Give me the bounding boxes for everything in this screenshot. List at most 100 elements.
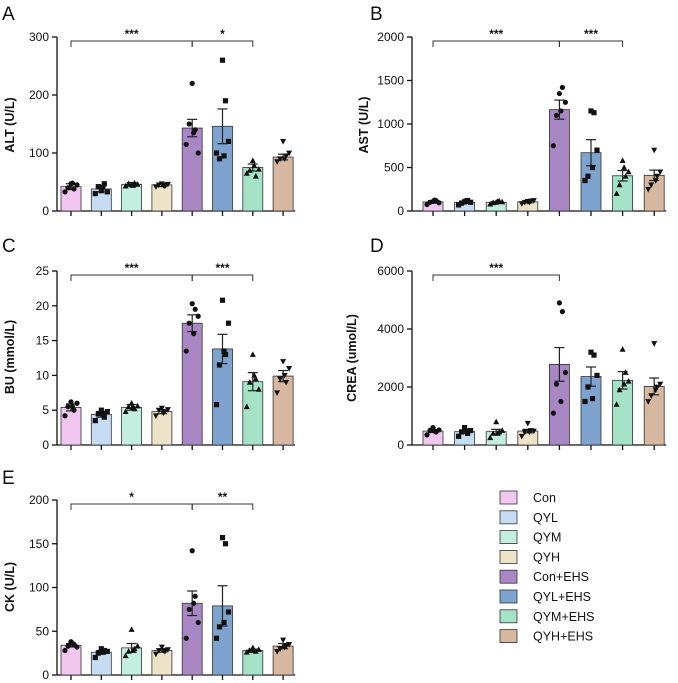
panel-a-point-7-5 — [281, 156, 288, 162]
panel-e-point-6-4 — [255, 646, 262, 653]
panel-a-point-7-0 — [274, 159, 281, 165]
panel-c-point-4-2 — [189, 301, 195, 307]
panel-c-point-6-4 — [255, 386, 262, 392]
panel-c-bracket-1 — [191, 274, 254, 281]
panel-a-ylabel: ALT (U/L) — [3, 97, 17, 152]
panel-c-point-5-2 — [219, 297, 226, 303]
panel-d-bar-5 — [580, 376, 602, 446]
panel-b-point-3-5 — [526, 199, 533, 206]
panel-d-point-1-1 — [459, 429, 465, 435]
panel-c-point-3-4 — [164, 407, 171, 413]
panel-a-sig-label-1: * — [220, 27, 225, 41]
panel-e-point-4-4 — [195, 619, 201, 626]
panel-e-point-0-1 — [65, 643, 71, 649]
legend-label-1: QYL — [533, 511, 558, 525]
panel-d-point-1-4 — [468, 427, 474, 434]
panel-b-ytick-label: 1000 — [377, 117, 404, 131]
panel-b-point-0-5 — [431, 197, 438, 203]
panel-a-point-6-0 — [243, 170, 250, 176]
panel-e-ytick-label: 0 — [42, 668, 49, 682]
panel-d-point-3-2 — [524, 420, 531, 427]
panel-e-point-2-0 — [122, 652, 129, 659]
panel-e-bracket-0 — [70, 503, 193, 510]
panel-d-point-6-2 — [619, 346, 626, 352]
panel-d-point-6-0 — [613, 401, 620, 407]
panel-d-point-4-4 — [562, 369, 569, 376]
panel-d-ytick-label: 6000 — [377, 264, 404, 278]
panel-e-point-1-4 — [104, 648, 110, 654]
panel-b-point-1-4 — [468, 199, 474, 205]
panel-a-point-1-4 — [104, 189, 110, 195]
panel-e-point-7-5 — [281, 644, 288, 651]
panel-c-ytick-label: 10 — [36, 368, 50, 382]
legend-swatch-3 — [499, 550, 518, 564]
panel-c-point-0-2 — [68, 399, 74, 405]
panel-b-bracket-0 — [432, 40, 560, 47]
panel-b-ytick-label: 0 — [397, 204, 404, 218]
panel-b-point-1-5 — [463, 198, 469, 204]
panel-e-bracket-1 — [191, 503, 254, 510]
legend-label-6: QYM+EHS — [533, 610, 594, 624]
panel-c-point-1-1 — [95, 411, 101, 417]
panel-c-point-5-4 — [225, 320, 232, 326]
panel-e-point-3-2 — [158, 644, 165, 651]
panel-d-point-2-0 — [487, 434, 494, 441]
panel-d-point-5-3 — [591, 352, 597, 358]
panel-b: B AST (U/L) 0 500 1000 1500 2000 *** *** — [357, 4, 667, 218]
legend-swatch-5 — [499, 589, 518, 604]
panel-c-point-3-0 — [152, 413, 159, 419]
panel-e-point-3-0 — [152, 651, 159, 658]
panel-d-point-2-2 — [493, 418, 500, 425]
panel-a-point-5-1 — [216, 156, 223, 162]
panel-b-ytick-label: 2000 — [377, 30, 404, 44]
panel-b-point-6-2 — [619, 157, 626, 163]
panel-a-point-3-4 — [164, 181, 171, 188]
panel-b-bracket-1 — [558, 40, 624, 47]
panel-c-point-7-1 — [277, 376, 284, 383]
panel-c-bar-0 — [60, 407, 82, 446]
panel-d-point-3-4 — [530, 428, 537, 435]
panel-a-bar-7 — [272, 156, 294, 212]
panel-d: D CREA (umol/L) 0 2000 4000 6000 *** — [345, 236, 667, 452]
panel-d-point-4-1 — [553, 381, 560, 387]
legend-label-7: QYH+EHS — [533, 630, 593, 644]
panel-a-point-4-2 — [189, 80, 195, 86]
panel-d-point-7-5 — [652, 387, 659, 394]
panel-b-letter: B — [370, 4, 383, 25]
panel-a-point-7-2 — [280, 139, 287, 145]
panel-d-point-4-2 — [556, 300, 563, 306]
panel-a-point-3-0 — [152, 184, 159, 190]
panel-e-point-5-3 — [222, 541, 229, 547]
panel-d-point-0-4 — [436, 427, 442, 433]
panel-e-sig-label-1: ** — [218, 490, 228, 504]
panel-e-point-5-1 — [216, 624, 223, 630]
panel-d-point-4-3 — [559, 309, 566, 315]
panel-c-ylabel: BU (mmol/L) — [3, 320, 17, 394]
panel-a-bar-4 — [181, 127, 203, 212]
panel-b-ytick-label: 1500 — [377, 74, 404, 88]
panel-c-point-5-3 — [222, 351, 229, 358]
panel-c-point-2-0 — [122, 408, 129, 414]
legend-swatch-6 — [499, 609, 518, 624]
panel-e-point-5-2 — [219, 535, 226, 541]
panel-d-sig-label-0: *** — [489, 261, 503, 275]
panel-a-point-0-0 — [62, 189, 68, 195]
panel-c-point-2-2 — [128, 400, 135, 406]
panel-b-sig-label-1: *** — [584, 27, 598, 41]
panel-a-point-3-5 — [160, 183, 167, 189]
panel-c-point-2-4 — [134, 402, 141, 409]
panel-c-point-1-0 — [92, 418, 98, 424]
panel-a-point-5-2 — [219, 57, 226, 63]
panel-c-point-5-1 — [216, 362, 223, 368]
panel-e-point-4-5 — [191, 600, 197, 606]
panel-a-point-6-1 — [246, 167, 253, 173]
panel-d-point-1-0 — [456, 433, 462, 439]
panel-a-point-4-5 — [191, 130, 197, 136]
panel-a-point-0-5 — [69, 180, 76, 186]
panel-a-point-5-3 — [222, 98, 229, 104]
panel-c-point-2-5 — [130, 404, 137, 410]
panel-d-ytick-label: 2000 — [377, 380, 404, 394]
panel-a-sig-label-0: *** — [125, 27, 139, 41]
panel-d-point-5-2 — [588, 349, 594, 355]
